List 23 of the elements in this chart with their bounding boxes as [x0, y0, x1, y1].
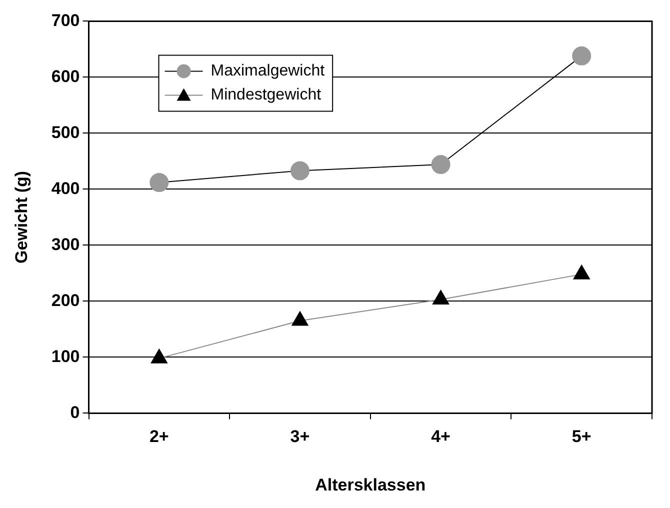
point	[432, 290, 450, 305]
y-tick-label: 600	[51, 66, 80, 86]
y-tick-label: 500	[51, 122, 80, 142]
x-tick-label: 2+	[149, 427, 169, 446]
y-tick-label: 400	[51, 178, 80, 198]
x-tick-label: 5+	[572, 427, 592, 446]
point	[150, 348, 168, 364]
legend-label: Maximalgewicht	[210, 62, 326, 80]
point	[431, 155, 450, 174]
y-axis-title: Gewicht (g)	[12, 170, 31, 264]
legend-label: Mindestgewicht	[210, 86, 322, 104]
y-tick-label: 100	[51, 346, 80, 366]
point	[292, 311, 308, 326]
x-axis-title: Altersklassen	[315, 475, 426, 494]
y-tick-label: 0	[70, 402, 80, 422]
y-tick-label: 200	[51, 290, 80, 310]
point	[573, 264, 590, 280]
point	[150, 172, 169, 192]
y-tick-label: 300	[51, 234, 80, 254]
point	[290, 161, 310, 180]
y-tick-label: 700	[51, 10, 80, 30]
x-tick-label: 4+	[431, 427, 451, 446]
x-tick-label: 3+	[290, 427, 310, 446]
